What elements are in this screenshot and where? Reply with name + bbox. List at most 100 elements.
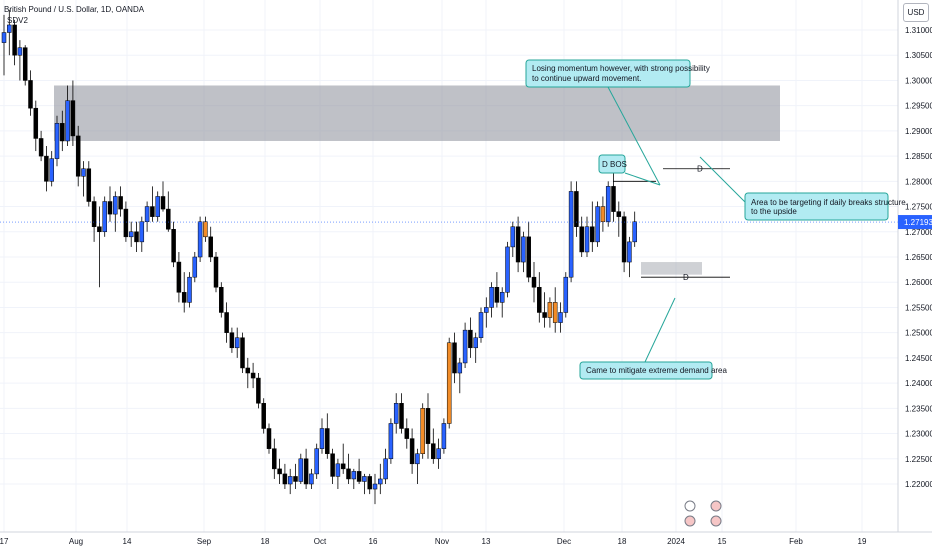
candle-body bbox=[574, 191, 579, 227]
candle-body bbox=[44, 155, 49, 182]
price-tick-label: 1.22500 bbox=[905, 455, 932, 464]
candle-body bbox=[457, 362, 463, 374]
callout-target[interactable]: Area to be targeting if daily breaks str… bbox=[744, 192, 906, 221]
candle-body bbox=[160, 196, 166, 210]
candle-body bbox=[208, 236, 213, 258]
candle-body bbox=[293, 476, 298, 482]
us-flag-event-icon-2[interactable] bbox=[684, 515, 696, 527]
time-tick-label: Nov bbox=[435, 537, 449, 546]
time-tick-label: Feb bbox=[789, 537, 803, 546]
candle-body bbox=[12, 24, 17, 56]
callout-momentum[interactable]: Losing momentum however, with strong pos… bbox=[525, 59, 710, 88]
time-tick-label: 18 bbox=[618, 537, 627, 546]
candle-body bbox=[314, 448, 319, 475]
event-icons[interactable] bbox=[684, 500, 722, 527]
candle-body bbox=[388, 423, 394, 460]
time-axis[interactable]: 17 Aug 14 Sep 18 Oct 16 Nov 13 Dec 18 2024 15 Feb 19 bbox=[0, 531, 932, 546]
currency-selector[interactable]: USD bbox=[903, 3, 929, 22]
price-tick-label: 1.22000 bbox=[905, 480, 932, 489]
candle-body bbox=[33, 107, 39, 139]
candle-body bbox=[17, 47, 23, 56]
candle-body bbox=[60, 123, 65, 142]
time-tick-label: Dec bbox=[557, 537, 571, 546]
candle-body bbox=[362, 476, 367, 482]
candle-body bbox=[340, 463, 346, 470]
time-tick-label: 18 bbox=[261, 537, 270, 546]
candle-body bbox=[65, 100, 70, 142]
candle-body bbox=[611, 186, 616, 212]
candle-body bbox=[224, 312, 229, 333]
time-tick-label: 2024 bbox=[667, 537, 685, 546]
candle-body bbox=[22, 47, 28, 81]
candle-body bbox=[219, 287, 224, 313]
candle-body bbox=[526, 236, 531, 278]
candle-body bbox=[118, 196, 123, 210]
us-flag-event-icon-3[interactable] bbox=[710, 515, 722, 527]
last-price-label: 1.27193 bbox=[904, 218, 932, 227]
candle-body bbox=[547, 302, 553, 318]
candle-body bbox=[86, 168, 92, 202]
candle-body bbox=[240, 337, 245, 369]
candle-body bbox=[632, 221, 637, 243]
indicator-label[interactable]: SDV2 bbox=[7, 16, 28, 25]
price-tick-label: 1.31000 bbox=[905, 26, 932, 35]
candle-body bbox=[537, 287, 542, 313]
candle-body bbox=[150, 206, 155, 217]
candle-body bbox=[420, 408, 425, 454]
candle-body bbox=[49, 158, 54, 182]
price-tick-label: 1.23500 bbox=[905, 404, 932, 413]
time-tick-label: 15 bbox=[718, 537, 727, 546]
us-flag-event-icon[interactable] bbox=[710, 500, 722, 512]
candle-body bbox=[187, 276, 192, 303]
time-tick-label: Aug bbox=[69, 537, 83, 546]
earnings-event-icon[interactable] bbox=[684, 500, 696, 512]
price-tick-label: 1.26000 bbox=[905, 278, 932, 287]
candle-body bbox=[91, 201, 97, 227]
candle-body bbox=[272, 448, 277, 470]
chart-zones bbox=[54, 85, 780, 275]
candle-body bbox=[515, 226, 521, 263]
candle-body bbox=[7, 24, 12, 33]
price-axis-background bbox=[898, 0, 932, 550]
candle-body bbox=[452, 342, 457, 374]
candle-body bbox=[1, 32, 7, 43]
candle-body bbox=[605, 186, 611, 222]
chart-grid bbox=[0, 0, 898, 532]
candle-body bbox=[505, 246, 510, 293]
price-tick-label: 1.23000 bbox=[905, 430, 932, 439]
candle-body bbox=[330, 453, 335, 477]
callout-demand[interactable]: Came to mitigate extreme demand area bbox=[579, 361, 728, 380]
candle-body bbox=[203, 221, 208, 238]
candle-body bbox=[372, 483, 378, 490]
candle-body bbox=[563, 276, 569, 313]
candle-body bbox=[415, 453, 420, 465]
candle-body bbox=[494, 287, 500, 303]
candle-body bbox=[399, 403, 404, 429]
callout-target-pointer bbox=[699, 156, 746, 203]
candle-body bbox=[250, 372, 256, 379]
candle-body bbox=[579, 226, 584, 253]
callout-momentum-line1: Losing momentum however, with strong pos… bbox=[532, 64, 710, 73]
demand-zone-rect bbox=[641, 262, 702, 275]
candle-body bbox=[54, 123, 60, 159]
supply-zone-rect bbox=[54, 85, 780, 141]
candle-body bbox=[38, 138, 44, 157]
candle-body bbox=[309, 473, 314, 485]
candle-body bbox=[351, 471, 357, 480]
time-tick-label: 13 bbox=[482, 537, 491, 546]
price-axis[interactable]: 1.31000 1.30500 1.30000 1.29500 1.29000 1.285… bbox=[897, 0, 932, 550]
candle-body bbox=[197, 221, 203, 258]
callout-bos[interactable]: D BOS bbox=[598, 154, 627, 174]
price-tick-label: 1.24000 bbox=[905, 379, 932, 388]
candle-body bbox=[75, 135, 81, 177]
candle-body bbox=[176, 261, 182, 293]
candle-body bbox=[181, 292, 187, 303]
candle-body bbox=[584, 226, 590, 253]
candle-body bbox=[393, 403, 399, 424]
price-tick-label: 1.28500 bbox=[905, 152, 932, 161]
candle-body bbox=[81, 168, 86, 177]
candle-body bbox=[484, 307, 489, 313]
candle-body bbox=[335, 463, 341, 477]
candle-body bbox=[277, 468, 282, 475]
